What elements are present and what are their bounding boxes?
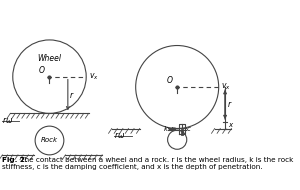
Text: $v_x$: $v_x$ [88,71,98,82]
Text: Fig. 2.: Fig. 2. [2,157,28,163]
Text: $r\omega$: $r\omega$ [114,130,125,140]
Text: r: r [70,90,74,100]
Text: c: c [187,126,190,132]
Text: O: O [167,76,172,86]
Text: x: x [228,122,233,128]
Text: k: k [164,126,168,132]
Text: O: O [39,66,45,75]
Text: The contact between a wheel and a rock. r is the wheel radius, k is the rock: The contact between a wheel and a rock. … [18,157,293,163]
Text: $r\omega$: $r\omega$ [2,115,14,125]
Text: Wheel: Wheel [38,54,62,63]
Text: $v_x$: $v_x$ [221,82,231,92]
Text: r: r [227,100,231,109]
Text: Rock: Rock [41,138,58,143]
Text: stiffness, c is the damping coefficient, and x is the depth of penetration.: stiffness, c is the damping coefficient,… [2,164,263,170]
